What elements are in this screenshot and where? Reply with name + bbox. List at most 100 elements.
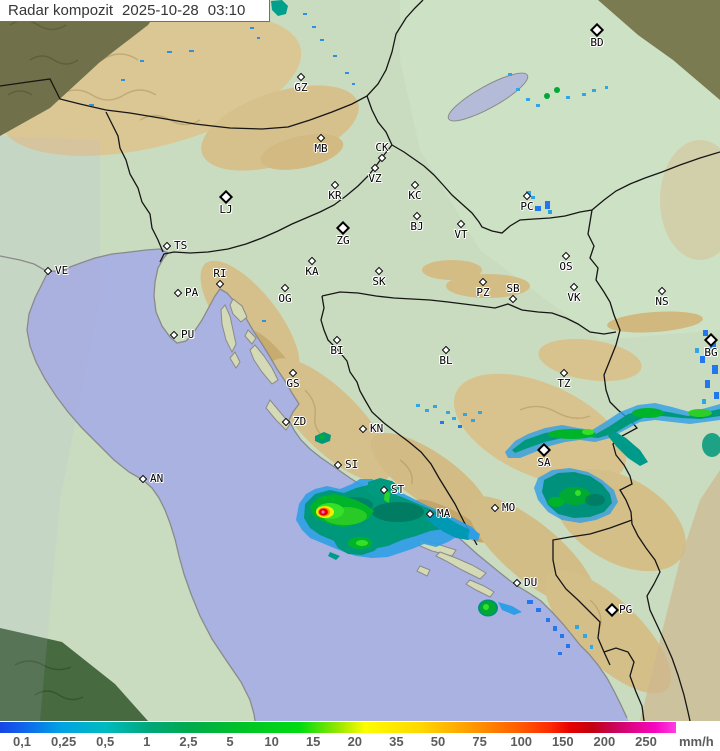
city-label: CK <box>375 141 389 154</box>
city-label: ST <box>391 483 405 496</box>
legend-tick: 100 <box>510 734 533 749</box>
legend-tick: 0,5 <box>96 734 115 749</box>
legend-tick: 20 <box>347 734 363 749</box>
city-label: VE <box>55 264 69 277</box>
diamond-icon <box>332 335 342 345</box>
city-markers-layer: VE TS LJ GZ MB CK VZ KR KC ZG BJ VT PC BD OS VK NS RI PA OG… <box>43 22 719 618</box>
radar-echo-dubrovnik <box>478 599 593 655</box>
coverage-haze-west <box>0 136 100 721</box>
diamond-icon <box>657 286 667 296</box>
diamond-icon <box>316 133 326 143</box>
diamond-icon <box>218 189 234 205</box>
city-label: ZD <box>293 415 307 428</box>
legend-tick: 5 <box>226 734 234 749</box>
diamond-icon <box>162 241 172 251</box>
diamond-icon <box>589 22 605 38</box>
diamond-icon <box>43 266 53 276</box>
city-label: PU <box>181 328 195 341</box>
legend-tick: 75 <box>472 734 487 749</box>
city-label: SB <box>506 282 520 295</box>
city-label: MB <box>314 142 328 155</box>
out-of-range-northeast <box>598 0 720 100</box>
legend-tick: 35 <box>389 734 404 749</box>
legend-tick: 50 <box>430 734 446 749</box>
lake-balaton <box>447 72 529 122</box>
city-label: TS <box>174 239 188 252</box>
coverage-haze-southeast <box>640 470 720 721</box>
diamond-icon <box>478 277 488 287</box>
radar-speck-green-1 <box>544 93 550 99</box>
radar-speck-green-2 <box>554 87 560 93</box>
city-label: SI <box>345 458 359 471</box>
diamond-icon <box>522 191 532 201</box>
diamond-icon <box>335 220 351 236</box>
adriatic-sea <box>0 249 629 721</box>
diamond-icon <box>441 345 451 355</box>
legend-tick: 250 <box>635 734 657 749</box>
diamond-icon <box>508 294 518 304</box>
product-name: Radar kompozit <box>8 2 114 19</box>
city-label: GS <box>286 377 300 390</box>
diamond-icon <box>569 282 579 292</box>
diamond-icon <box>307 256 317 266</box>
city-label: TZ <box>557 377 571 390</box>
radar-specks-east-edge <box>695 330 719 404</box>
border-north-alps <box>0 0 424 130</box>
radar-specks-bosnia <box>416 404 482 428</box>
border-bih-mne <box>552 519 633 666</box>
border-slo-hu <box>366 95 393 146</box>
map-graphics <box>0 0 720 721</box>
diamond-icon <box>559 368 569 378</box>
diamond-icon <box>377 153 387 163</box>
radar-specks-balaton <box>508 73 608 107</box>
city-label: AN <box>150 472 164 485</box>
city-label: KN <box>370 422 384 435</box>
legend-tick: 2,5 <box>179 734 198 749</box>
legend-unit: mm/h <box>679 734 714 749</box>
diamond-icon <box>374 266 384 276</box>
diamond-icon <box>173 288 183 298</box>
border-sava <box>321 291 617 335</box>
product-date: 2025-10-28 <box>122 2 199 19</box>
city-label: GZ <box>294 81 308 94</box>
border-mne-alb <box>603 647 645 721</box>
city-label: KA <box>305 265 319 278</box>
diamond-icon <box>288 368 298 378</box>
legend-ticks: 0,1 0,25 0,5 1 2,5 5 10 15 20 35 50 75 100 150 200 250 <box>0 734 720 750</box>
legend-tick: 0,25 <box>50 734 77 749</box>
legend: 0,1 0,25 0,5 1 2,5 5 10 15 20 35 50 75 100 150 200 250 … <box>0 721 720 751</box>
diamond-icon <box>379 485 389 495</box>
legend-tick: 150 <box>551 734 574 749</box>
diamond-icon <box>536 442 552 458</box>
diamond-icon <box>456 219 466 229</box>
city-label: VK <box>567 291 581 304</box>
borders-layer <box>0 0 720 721</box>
city-label: PG <box>619 603 633 616</box>
diamond-icon <box>370 163 380 173</box>
out-of-range-northwest <box>0 0 165 136</box>
diamond-icon <box>281 417 291 427</box>
city-label: SA <box>537 456 551 469</box>
radar-echo-southeast-blob <box>534 468 618 523</box>
city-label: BJ <box>410 220 424 233</box>
pannonian-plain <box>400 0 720 340</box>
diamond-icon <box>215 279 225 289</box>
radar-echo-layer <box>89 0 720 655</box>
diamond-icon <box>410 180 420 190</box>
border-east-chain <box>587 209 691 721</box>
city-label: SK <box>372 275 386 288</box>
city-label: RI <box>213 267 227 280</box>
radar-echo-si <box>315 432 331 444</box>
radar-map: VE TS LJ GZ MB CK VZ KR KC ZG BJ VT PC BD OS VK NS RI PA OG… <box>0 0 720 721</box>
legend-tick: 15 <box>305 734 321 749</box>
city-label: KC <box>408 189 422 202</box>
sw-ridges <box>14 660 84 701</box>
city-label: BG <box>704 346 718 359</box>
legend-tick: 1 <box>143 734 151 749</box>
city-label: PA <box>185 286 199 299</box>
radar-speck-top-teal <box>271 0 288 16</box>
radar-specks-north <box>89 13 355 322</box>
city-label: OS <box>559 260 573 273</box>
legend-tick: 200 <box>593 734 616 749</box>
